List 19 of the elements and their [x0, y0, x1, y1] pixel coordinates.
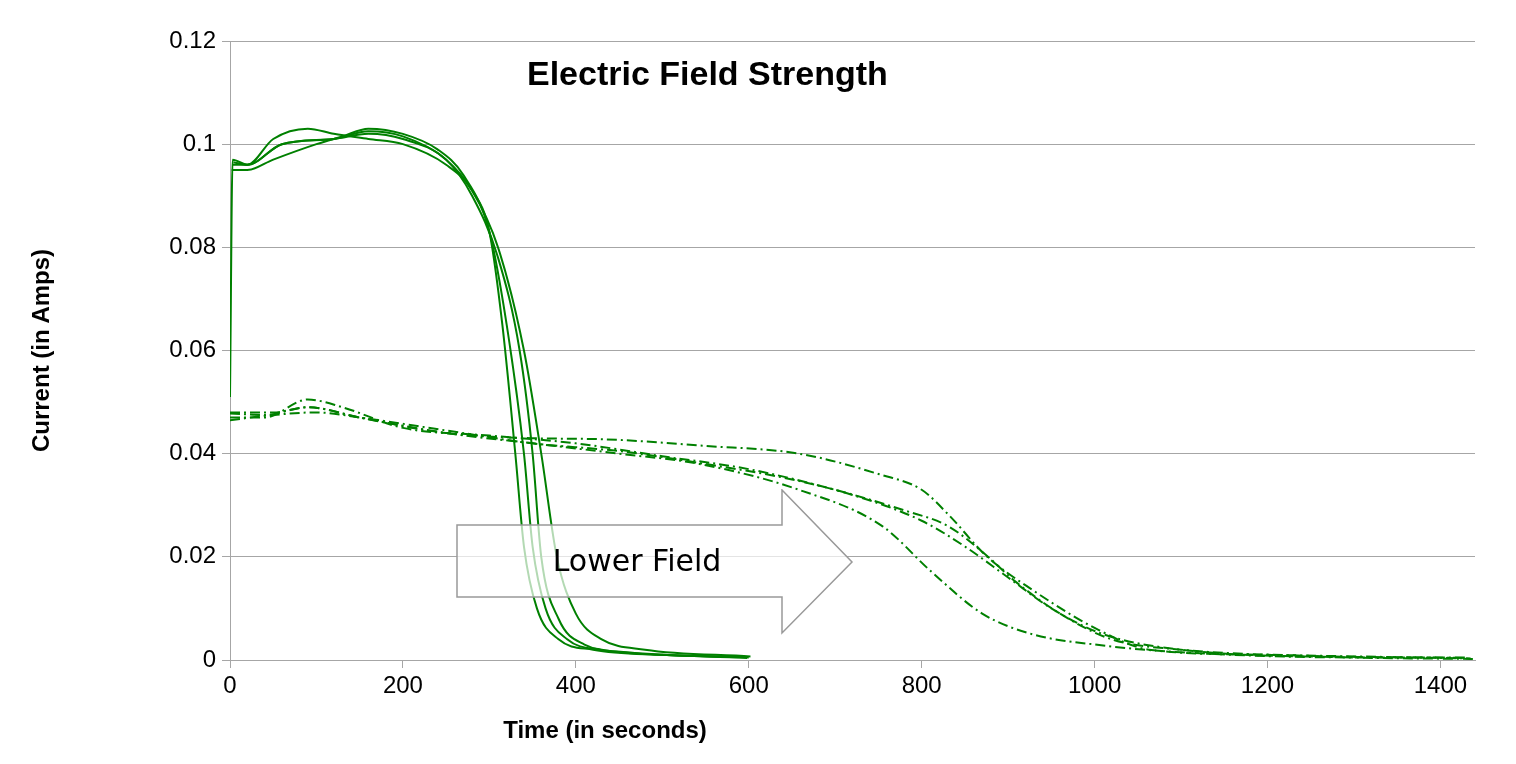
annotation: Lower Field	[551, 543, 723, 578]
x-tick-label: 1200	[1240, 671, 1295, 699]
x-tick-label: 800	[901, 671, 942, 699]
x-tick-label: 1400	[1413, 671, 1468, 699]
x-tick-label: 400	[555, 671, 596, 699]
y-tick-label: 0.12	[169, 25, 216, 53]
y-axis-title: Current (in Amps)	[27, 248, 55, 453]
y-tick-label: 0	[202, 644, 216, 672]
x-tick-label: 600	[728, 671, 769, 699]
y-tick-label: 0.08	[169, 231, 216, 259]
y-tick-label: 0.06	[169, 335, 216, 363]
y-tick-label: 0.04	[169, 438, 216, 466]
x-tick-label: 0	[223, 671, 237, 699]
chart-title: Electric Field Strength	[527, 54, 888, 93]
x-tick-label: 200	[382, 671, 423, 699]
y-tick-label: 0.1	[182, 128, 216, 156]
x-axis-title: Time (in seconds)	[502, 716, 708, 744]
y-tick-label: 0.02	[169, 541, 216, 569]
x-tick-label: 1000	[1067, 671, 1122, 699]
